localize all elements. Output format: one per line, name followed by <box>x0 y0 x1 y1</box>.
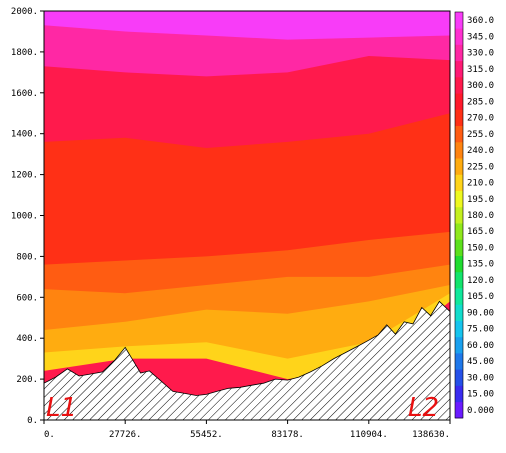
colorbar-swatch <box>455 304 463 321</box>
colorbar-swatch <box>455 158 463 175</box>
colorbar-swatch <box>455 28 463 45</box>
y-tick-label: 1600. <box>11 89 38 99</box>
colorbar-label: 30.00 <box>467 373 494 383</box>
x-axis-ticks: 0. 27726. 55452. 83178. 110904. 138630. <box>43 420 451 440</box>
colorbar-label: 210.0 <box>467 179 494 189</box>
colorbar-swatch <box>455 320 463 338</box>
x-tick-label: 110904. <box>350 430 388 440</box>
y-tick-label: 1200. <box>11 171 38 181</box>
colorbar-swatch <box>455 255 463 273</box>
colorbar-swatch <box>455 223 463 240</box>
annotation-l1: L1 <box>46 393 77 423</box>
colorbar-swatch <box>455 401 463 419</box>
colorbar-swatch <box>455 336 463 354</box>
plot-area <box>44 11 450 420</box>
y-tick-label: 0. <box>27 416 38 426</box>
colorbar-label: 75.00 <box>467 325 494 335</box>
x-tick-label: 0. <box>44 430 55 440</box>
colorbar-swatch <box>455 369 463 386</box>
x-tick-label: 55452. <box>190 430 223 440</box>
y-tick-label: 800. <box>16 252 38 262</box>
colorbar-label: 270.0 <box>467 114 494 124</box>
colorbar-swatch <box>455 44 463 62</box>
colorbar-swatch <box>455 141 463 159</box>
colorbar-swatch <box>455 271 463 289</box>
colorbar: 0.000 15.00 30.00 45.00 60.00 75.00 90.00 105.0… <box>454 11 494 419</box>
colorbar-label: 315.0 <box>467 65 494 75</box>
colorbar-label: 105.0 <box>467 292 494 302</box>
colorbar-swatch <box>455 174 463 191</box>
colorbar-label: 195.0 <box>467 195 494 205</box>
colorbar-label: 300.0 <box>467 81 494 91</box>
y-tick-label: 600. <box>16 293 38 303</box>
colorbar-label: 345.0 <box>467 32 494 42</box>
colorbar-label: 90.00 <box>467 308 494 318</box>
y-tick-label: 1800. <box>11 48 38 58</box>
colorbar-label: 180.0 <box>467 211 494 221</box>
colorbar-label: 60.00 <box>467 341 494 351</box>
colorbar-swatch <box>455 206 463 224</box>
x-tick-label: 27726. <box>109 430 142 440</box>
colorbar-label: 120.0 <box>467 276 494 286</box>
y-tick-label: 1400. <box>11 130 38 140</box>
colorbar-label: 15.00 <box>467 390 494 400</box>
y-tick-label: 400. <box>16 334 38 344</box>
x-tick-label: 83178. <box>271 430 304 440</box>
colorbar-label: 135.0 <box>467 260 494 270</box>
colorbar-label: 150.0 <box>467 244 494 254</box>
colorbar-label: 45.00 <box>467 357 494 367</box>
y-axis-ticks: 0. 200. 400. 600. 800. 1000. 1200. 1400. 1600. 18… <box>11 7 44 426</box>
contour-bands <box>44 11 450 380</box>
contour-band-360 <box>44 11 450 40</box>
colorbar-swatch <box>455 288 463 305</box>
colorbar-swatch <box>455 385 463 403</box>
terrain-hatch <box>44 300 450 420</box>
colorbar-label: 165.0 <box>467 227 494 237</box>
colorbar-swatch <box>455 190 463 208</box>
colorbar-label: 225.0 <box>467 162 494 172</box>
y-tick-label: 200. <box>16 375 38 385</box>
colorbar-label: 285.0 <box>467 97 494 107</box>
colorbar-label: 330.0 <box>467 49 494 59</box>
colorbar-swatch <box>455 125 463 143</box>
annotation-l2: L2 <box>408 393 439 423</box>
colorbar-swatch <box>455 12 463 29</box>
colorbar-swatch <box>455 93 463 110</box>
y-tick-label: 1000. <box>11 212 38 222</box>
colorbar-swatch <box>455 109 463 126</box>
colorbar-swatch <box>455 239 463 256</box>
colorbar-label: 255.0 <box>467 130 494 140</box>
y-tick-label: 2000. <box>11 7 38 17</box>
colorbar-label: 360.0 <box>467 16 494 26</box>
colorbar-swatch <box>455 353 463 370</box>
colorbar-label: 0.000 <box>467 406 494 416</box>
colorbar-swatch <box>455 60 463 78</box>
colorbar-swatch <box>455 77 463 94</box>
colorbar-frame <box>454 11 464 419</box>
colorbar-label: 240.0 <box>467 146 494 156</box>
x-tick-label: 138630. <box>412 430 450 440</box>
